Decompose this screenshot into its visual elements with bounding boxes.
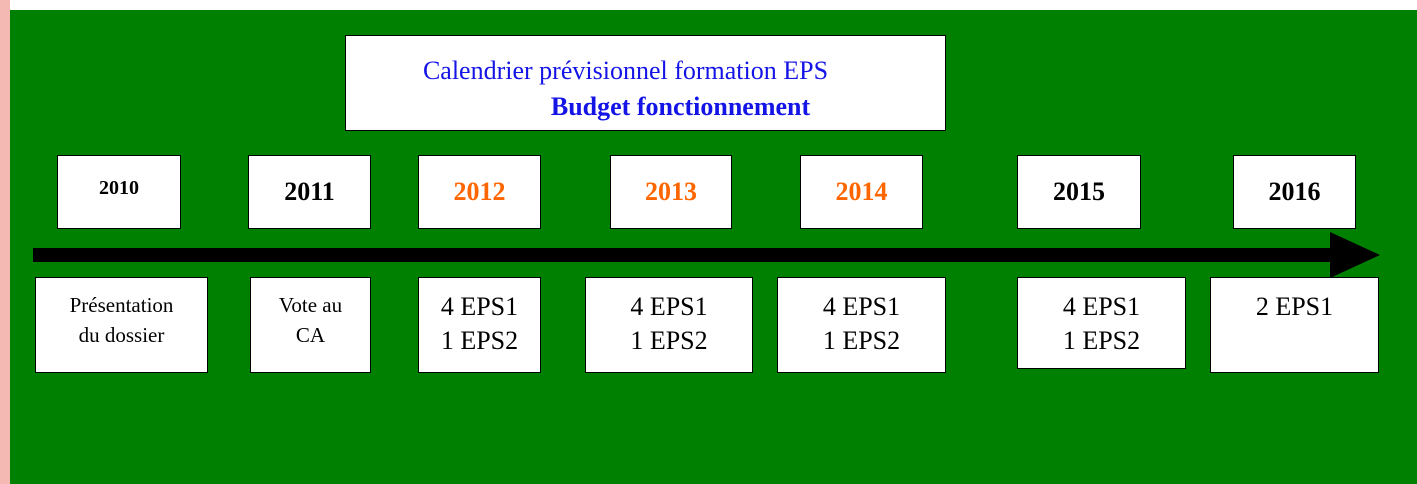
year-box: 2015 (1017, 155, 1141, 229)
year-label: 2011 (284, 177, 335, 206)
step-text: 1 EPS2 (822, 326, 901, 355)
year-box: 2016 (1233, 155, 1356, 229)
year-label: 2015 (1053, 177, 1105, 206)
arrow-shaft (33, 248, 1343, 262)
step-text: 4 EPS1 (440, 292, 519, 321)
step-box: 4 EPS1 1 EPS2 (418, 277, 541, 373)
year-label: 2010 (99, 176, 139, 199)
step-text: 4 EPS1 (630, 292, 708, 321)
step-box: 4 EPS1 1 EPS2 (585, 277, 753, 373)
step-text: 2 EPS1 (1255, 292, 1334, 321)
subtitle: Budget fonctionnement (550, 92, 811, 121)
year-box: 2010 (57, 155, 181, 229)
step-box: 2 EPS1 (1210, 277, 1379, 373)
step-text: CA (295, 323, 326, 347)
step-text: du dossier (78, 323, 165, 347)
year-label: 2016 (1268, 177, 1321, 206)
step-text: 1 EPS2 (1062, 326, 1141, 355)
year-box: 2013 (610, 155, 732, 229)
step-box: Vote au CA (250, 277, 371, 373)
year-label: 2014 (835, 177, 888, 206)
arrow-head (1330, 232, 1380, 278)
year-box: 2014 (800, 155, 923, 229)
year-box: 2012 (418, 155, 541, 229)
step-box: 4 EPS1 1 EPS2 (1017, 277, 1186, 369)
step-text: Vote au (278, 293, 343, 317)
step-text: 1 EPS2 (630, 326, 708, 355)
title-box: Calendrier prévisionnel formation EPS Bu… (345, 35, 946, 131)
title: Calendrier prévisionnel formation EPS (422, 56, 829, 85)
step-text: 4 EPS1 (822, 292, 901, 321)
step-box: Présentation du dossier (35, 277, 208, 373)
step-box: 4 EPS1 1 EPS2 (777, 277, 946, 373)
step-text: Présentation (69, 293, 174, 317)
step-text: 1 EPS2 (440, 326, 519, 355)
year-box: 2011 (248, 155, 371, 229)
side-strip (0, 0, 10, 484)
year-label: 2012 (453, 177, 506, 206)
year-label: 2013 (645, 177, 697, 206)
step-text: 4 EPS1 (1062, 292, 1141, 321)
